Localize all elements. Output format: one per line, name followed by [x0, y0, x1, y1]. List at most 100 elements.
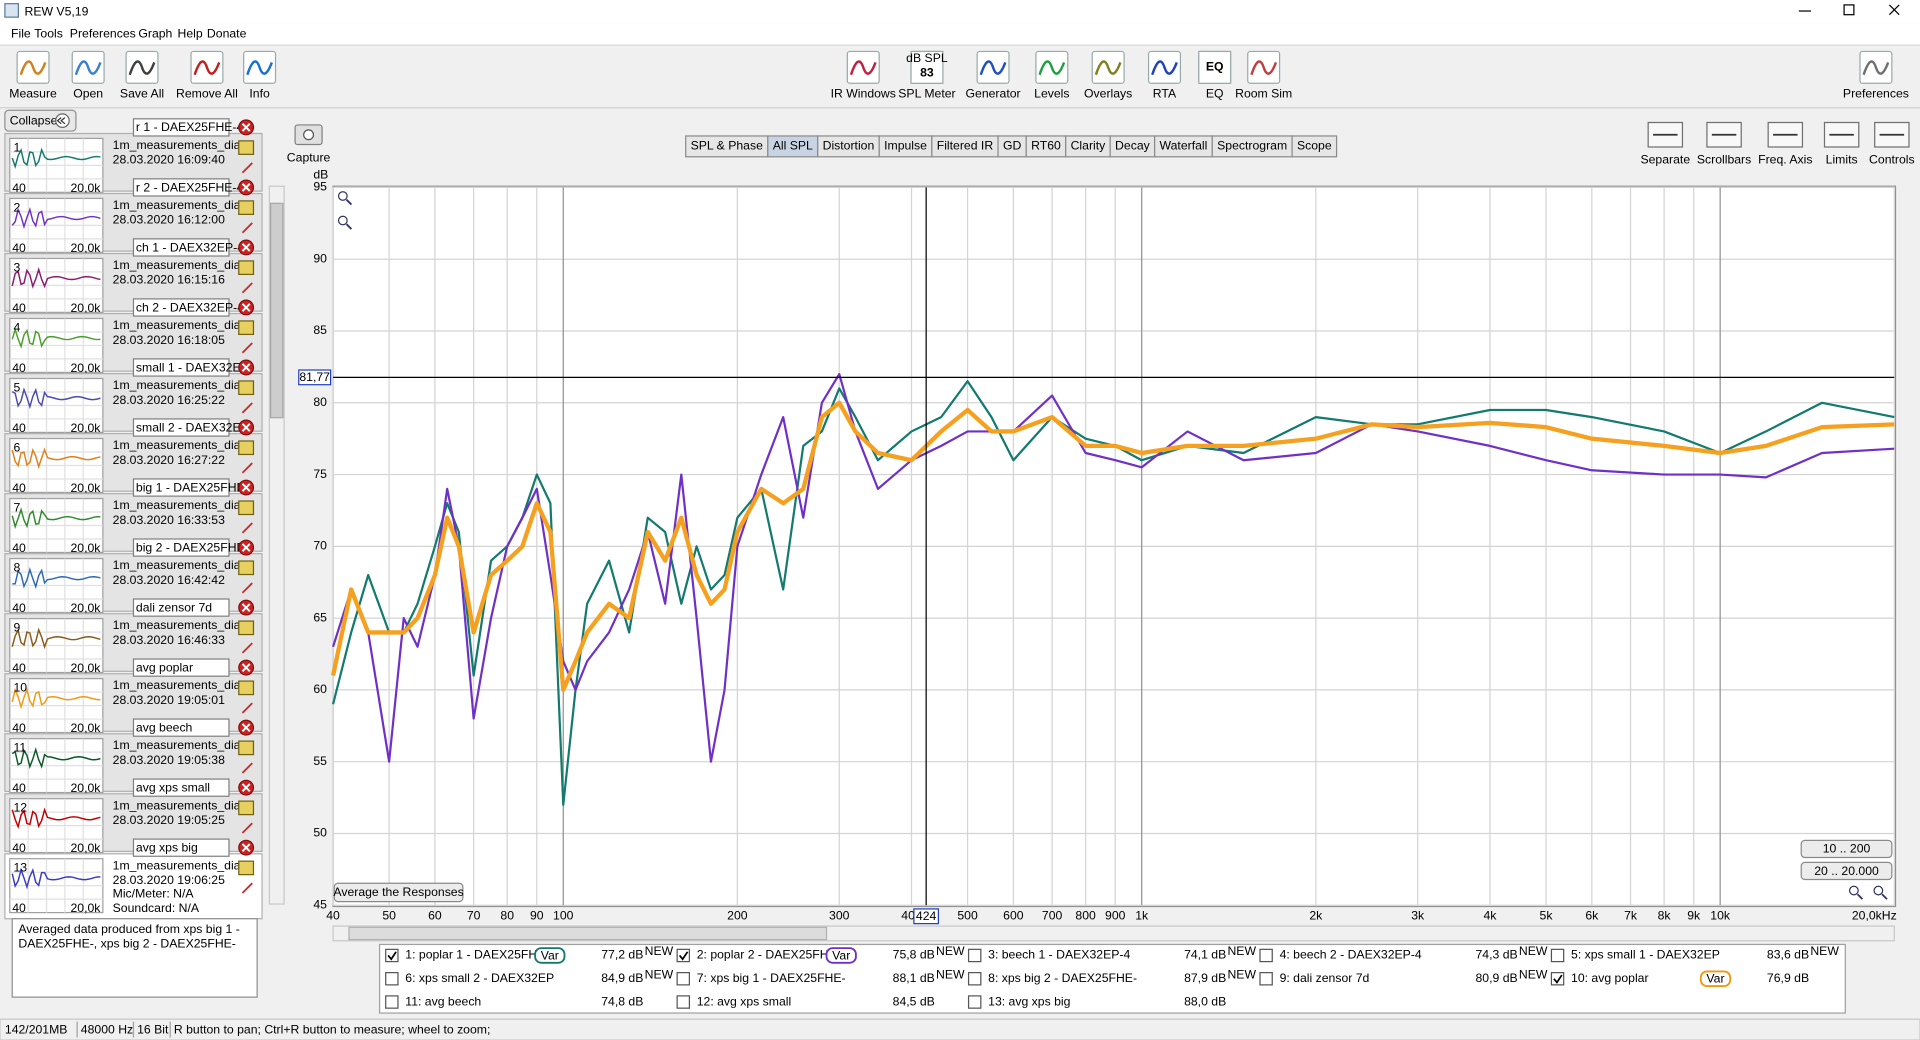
legend-label[interactable]: 2: poplar 2 - DAEX25FHE-4 — [697, 948, 848, 962]
tab-label[interactable]: Scope — [1297, 139, 1332, 153]
graph-tool-label[interactable]: Limits — [1826, 153, 1858, 167]
tab-label[interactable]: Clarity — [1071, 139, 1107, 153]
menu-item[interactable]: Help — [178, 27, 203, 41]
menu-item[interactable]: Preferences — [70, 27, 136, 41]
lock-icon[interactable] — [238, 140, 255, 155]
menu-item[interactable]: File — [11, 27, 31, 41]
legend-label[interactable]: 3: beech 1 - DAEX32EP-4 — [988, 948, 1130, 962]
tab-label[interactable]: SPL & Phase — [691, 139, 764, 153]
tab-label[interactable]: RT60 — [1031, 139, 1061, 153]
measurement-name-box[interactable] — [132, 478, 230, 497]
toolbar-label[interactable]: Room Sim — [1235, 87, 1292, 101]
lock-icon[interactable] — [238, 320, 255, 336]
legend-label[interactable]: 6: xps small 2 - DAEX32EP — [405, 971, 554, 985]
tab-label[interactable]: Spectrogram — [1217, 139, 1287, 153]
measurement-name-box[interactable] — [132, 838, 230, 857]
zoom-icon[interactable] — [1848, 885, 1859, 896]
toolbar-label[interactable]: Remove All — [176, 87, 238, 101]
lock-icon[interactable] — [238, 860, 255, 876]
zoom-icon[interactable] — [1873, 885, 1884, 896]
toolbar-label[interactable]: Levels — [1034, 87, 1069, 101]
lock-icon[interactable] — [238, 500, 255, 516]
zoom-icon[interactable] — [337, 215, 348, 226]
measurement-name-box[interactable] — [132, 778, 230, 797]
lock-icon[interactable] — [238, 680, 255, 696]
legend-checkbox[interactable] — [1550, 948, 1565, 963]
legend-label[interactable]: 11: avg beech — [405, 994, 481, 1008]
list-scroll-thumb[interactable] — [270, 202, 284, 419]
tab-label[interactable]: All SPL — [773, 139, 813, 153]
tab-label[interactable]: Decay — [1115, 139, 1151, 153]
tab-label[interactable]: Waterfall — [1160, 139, 1208, 153]
lock-icon[interactable] — [238, 560, 255, 576]
legend-checkbox[interactable] — [967, 948, 982, 963]
legend-label[interactable]: 4: beech 2 - DAEX32EP-4 — [1280, 948, 1422, 962]
toolbar-label[interactable]: Overlays — [1084, 87, 1132, 101]
measurement-name-box[interactable] — [132, 238, 230, 257]
measurement-name-box[interactable] — [132, 658, 230, 677]
toolbar-label[interactable]: Generator — [966, 87, 1021, 101]
graph-tool-label[interactable]: Separate — [1640, 153, 1690, 167]
graph-tool-label[interactable]: Freq. Axis — [1758, 153, 1812, 167]
tab-label[interactable]: GD — [1003, 139, 1022, 153]
toolbar-label[interactable]: EQ — [1206, 87, 1224, 101]
lock-icon[interactable] — [238, 200, 255, 215]
legend-label[interactable]: 8: xps big 2 - DAEX25FHE- — [988, 971, 1137, 985]
legend-checkbox[interactable] — [676, 972, 690, 986]
toolbar-label[interactable]: Open — [73, 87, 103, 101]
graph-tool-label[interactable]: Controls — [1869, 153, 1915, 167]
measurement-name-box[interactable] — [132, 358, 230, 377]
tab-label[interactable]: Impulse — [884, 139, 927, 153]
legend-label[interactable]: 12: avg xps small — [697, 994, 792, 1008]
collapse-label[interactable]: Collapse — [10, 114, 58, 128]
legend-checkbox[interactable] — [676, 995, 690, 1009]
zoom-icon[interactable] — [337, 191, 348, 201]
measurement-name-box[interactable] — [132, 178, 230, 197]
tab-label[interactable]: Filtered IR — [937, 139, 994, 153]
measurement-name-box[interactable] — [132, 418, 230, 437]
var-badge[interactable] — [1699, 970, 1732, 988]
legend-label[interactable]: 5: xps small 1 - DAEX32EP — [1571, 948, 1720, 962]
toolbar-label[interactable]: SPL Meter — [898, 87, 955, 101]
range-button[interactable] — [1800, 861, 1893, 881]
toolbar-label[interactable]: IR Windows — [831, 87, 896, 101]
legend-label[interactable]: 7: xps big 1 - DAEX25FHE- — [697, 971, 846, 985]
measurement-name-box[interactable] — [132, 538, 230, 557]
lock-icon[interactable] — [238, 260, 255, 276]
legend-checkbox[interactable] — [1259, 948, 1273, 963]
range-button[interactable] — [1800, 839, 1893, 859]
legend-checkbox[interactable] — [385, 972, 399, 986]
measurement-name-box[interactable] — [132, 598, 230, 617]
legend-label[interactable]: 1: poplar 1 - DAEX25FHE-4 — [405, 948, 556, 962]
lock-icon[interactable] — [238, 440, 255, 456]
legend-label[interactable]: 13: avg xps big — [988, 994, 1070, 1008]
legend-checkbox[interactable] — [967, 972, 982, 986]
graph-tool-label[interactable]: Scrollbars — [1697, 153, 1751, 167]
average-button-label[interactable]: Average the Responses — [333, 885, 463, 899]
range-button-label[interactable]: 20 .. 20.000 — [1814, 864, 1879, 878]
legend-checkbox[interactable] — [385, 995, 399, 1009]
var-badge[interactable] — [825, 947, 857, 964]
tab[interactable] — [1291, 135, 1338, 158]
toolbar-label[interactable]: Save All — [120, 87, 164, 101]
legend-label[interactable]: 10: avg poplar — [1571, 971, 1649, 985]
toolbar-label[interactable]: RTA — [1153, 87, 1177, 101]
lock-icon[interactable] — [238, 800, 255, 816]
measurement-name-box[interactable] — [132, 298, 230, 317]
menu-item[interactable]: Graph — [138, 27, 172, 41]
range-button-label[interactable]: 10 .. 200 — [1823, 842, 1871, 856]
toolbar-label[interactable]: Info — [249, 87, 270, 101]
measurement-name-box[interactable] — [132, 118, 230, 137]
menu-item[interactable]: Tools — [34, 27, 63, 41]
maximize-icon[interactable] — [1843, 4, 1855, 16]
measurement-name-box[interactable] — [132, 718, 230, 737]
h-scroll-thumb[interactable] — [348, 926, 828, 941]
tab-label[interactable]: Distortion — [823, 139, 875, 153]
legend-checkbox[interactable] — [1259, 972, 1273, 986]
toolbar-label[interactable]: Preferences — [1843, 87, 1909, 101]
var-badge[interactable] — [534, 947, 566, 964]
lock-icon[interactable] — [238, 380, 255, 396]
average-button[interactable] — [333, 882, 464, 903]
menu-item[interactable]: Donate — [207, 27, 247, 41]
lock-icon[interactable] — [238, 620, 255, 636]
